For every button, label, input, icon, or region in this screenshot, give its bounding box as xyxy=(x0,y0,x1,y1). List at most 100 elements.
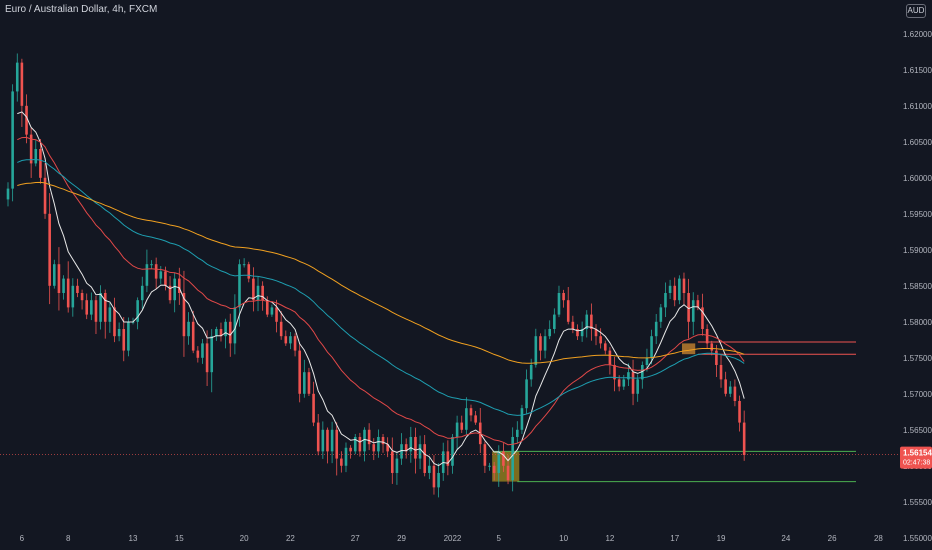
candle xyxy=(622,379,626,387)
candle xyxy=(460,422,464,430)
price-tick-label: 1.60000 xyxy=(903,174,932,183)
candle xyxy=(168,285,172,301)
time-tick-label: 6 xyxy=(20,534,25,543)
candle xyxy=(465,408,468,430)
candle xyxy=(511,436,514,481)
price-badge-countdown: 02:47:38 xyxy=(903,460,930,467)
candle xyxy=(594,328,598,337)
candle xyxy=(353,436,357,452)
candle xyxy=(321,429,325,452)
candle xyxy=(363,429,366,452)
zone-box xyxy=(681,343,696,355)
candle xyxy=(557,292,561,315)
candle xyxy=(247,264,251,279)
time-tick-label: 28 xyxy=(874,534,883,543)
candle xyxy=(219,328,223,337)
time-axis[interactable]: 6 8 13 15 20 22 27 29 2022 5 10 12 17 19 24 26 28 xyxy=(20,534,884,543)
candle xyxy=(71,285,75,308)
candle xyxy=(57,264,61,293)
candle xyxy=(641,364,644,380)
candle xyxy=(423,444,426,473)
zone-box xyxy=(492,451,520,482)
candle xyxy=(543,336,547,351)
time-tick-label: 15 xyxy=(175,534,184,543)
price-badge-value: 1.56154 xyxy=(903,449,932,458)
candle xyxy=(154,264,158,279)
candle xyxy=(340,458,343,466)
price-tick-label: 1.62000 xyxy=(903,30,932,39)
candle xyxy=(252,278,255,301)
price-tick-label: 1.55500 xyxy=(903,498,932,507)
price-tick-label: 1.58000 xyxy=(903,318,932,327)
candle xyxy=(358,436,362,452)
zones-layer xyxy=(492,343,696,482)
candle xyxy=(451,436,454,466)
candle xyxy=(136,300,139,322)
candle xyxy=(576,328,579,337)
currency-badge[interactable]: AUD xyxy=(906,4,926,18)
candle xyxy=(516,429,519,437)
candle xyxy=(178,278,181,293)
candle xyxy=(724,379,727,394)
price-tick-label: 1.60500 xyxy=(903,138,932,147)
candle xyxy=(599,336,602,344)
candle xyxy=(469,408,473,416)
candle xyxy=(90,300,93,315)
candle xyxy=(483,444,487,466)
candle xyxy=(330,429,334,452)
price-tick-label: 1.61500 xyxy=(903,66,932,75)
candle xyxy=(627,372,630,380)
candle xyxy=(201,343,204,358)
candle xyxy=(233,307,237,344)
candle xyxy=(94,300,98,322)
candle xyxy=(553,314,556,329)
candle xyxy=(474,415,477,423)
candle xyxy=(571,321,575,329)
candle xyxy=(529,364,533,380)
candle xyxy=(284,336,288,344)
time-tick-label: 27 xyxy=(351,534,360,543)
candle xyxy=(414,436,417,459)
candles-layer xyxy=(6,53,746,498)
candle xyxy=(418,444,422,459)
candle xyxy=(409,436,413,452)
time-tick-label: 22 xyxy=(286,534,295,543)
candle xyxy=(696,300,700,308)
candle xyxy=(307,372,311,394)
candle xyxy=(228,321,232,344)
candle xyxy=(150,264,153,266)
candle xyxy=(617,379,621,387)
candle xyxy=(377,436,380,452)
candle xyxy=(48,213,51,286)
candle xyxy=(492,465,496,473)
candle xyxy=(113,307,116,337)
candle xyxy=(742,422,746,455)
candle xyxy=(196,350,200,358)
candle xyxy=(404,444,408,452)
candle xyxy=(738,400,741,423)
price-axis[interactable]: 1.62000 1.61500 1.61000 1.60500 1.60000 1.595… xyxy=(903,30,932,543)
candle xyxy=(705,328,709,344)
candle xyxy=(62,278,65,293)
candle xyxy=(122,328,126,351)
candle xyxy=(395,458,399,473)
candle xyxy=(678,278,681,301)
candle xyxy=(664,292,667,308)
candle xyxy=(117,328,121,337)
candle xyxy=(312,393,315,423)
candle xyxy=(182,292,186,337)
candle xyxy=(636,379,639,394)
candle xyxy=(645,357,649,365)
candle xyxy=(715,350,718,365)
candle xyxy=(43,177,47,214)
candle xyxy=(39,149,42,178)
candle xyxy=(76,285,79,293)
candle xyxy=(335,429,339,459)
candle xyxy=(654,321,658,337)
candle xyxy=(303,372,306,394)
time-tick-label: 29 xyxy=(397,534,406,543)
candle xyxy=(590,314,593,329)
moving-average-line xyxy=(17,158,745,416)
candle xyxy=(668,285,672,293)
